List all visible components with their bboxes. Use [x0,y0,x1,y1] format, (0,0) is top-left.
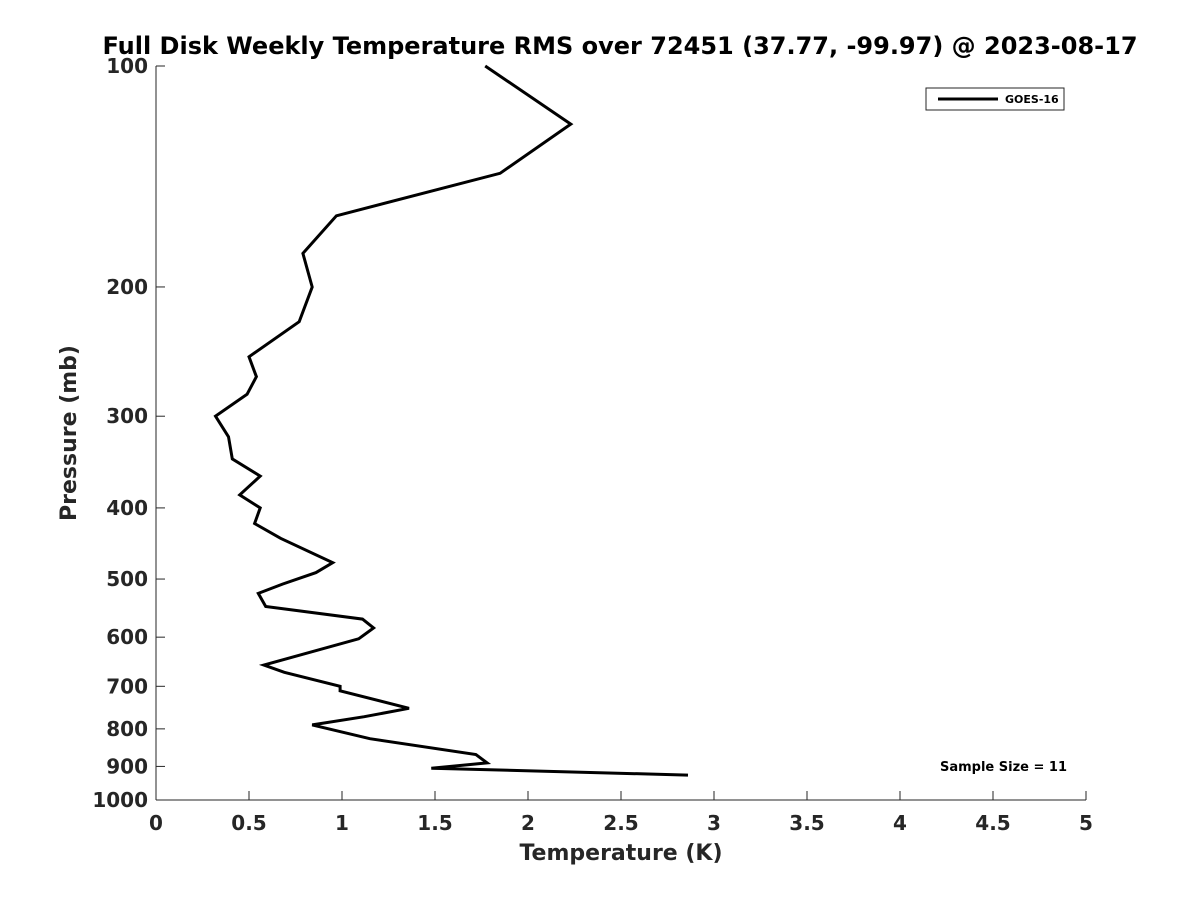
y-tick-label: 1000 [92,788,148,812]
x-tick-label: 4.5 [975,811,1010,835]
sample-size-annotation: Sample Size = 11 [940,760,1067,775]
x-tick-label: 4 [893,811,907,835]
x-tick-label: 0 [149,811,163,835]
series-line-goes-16 [213,64,689,777]
chart-title: Full Disk Weekly Temperature RMS over 72… [102,32,1137,60]
y-tick-label: 500 [106,567,148,591]
legend-entry-goes-16: GOES-16 [1005,93,1059,106]
x-tick-label: 2.5 [603,811,638,835]
x-tick-label: 0.5 [231,811,266,835]
y-axis-label: Pressure (mb) [57,345,82,521]
x-tick-label: 2 [521,811,535,835]
y-tick-label: 200 [106,275,148,299]
y-tick-label: 600 [106,625,148,649]
y-tick-label: 900 [106,754,148,778]
y-tick-label: 800 [106,717,148,741]
y-tick-label: 700 [106,674,148,698]
x-tick-label: 3.5 [789,811,824,835]
y-tick-label: 100 [106,54,148,78]
y-tick-label: 300 [106,404,148,428]
legend: GOES-16 [925,87,1065,111]
y-ticks: 100 200 300 400 500 600 700 800 900 1000 [92,54,165,812]
series-layer [213,64,689,777]
x-ticks: 0 0.5 1 1.5 2 2.5 3 3.5 4 4.5 5 [149,791,1093,835]
plot-axes [155,66,1086,801]
x-tick-label: 1.5 [417,811,452,835]
x-axis-label: Temperature (K) [519,841,722,866]
x-tick-label: 5 [1079,811,1093,835]
x-tick-label: 1 [335,811,349,835]
x-tick-label: 3 [707,811,721,835]
y-tick-label: 400 [106,496,148,520]
